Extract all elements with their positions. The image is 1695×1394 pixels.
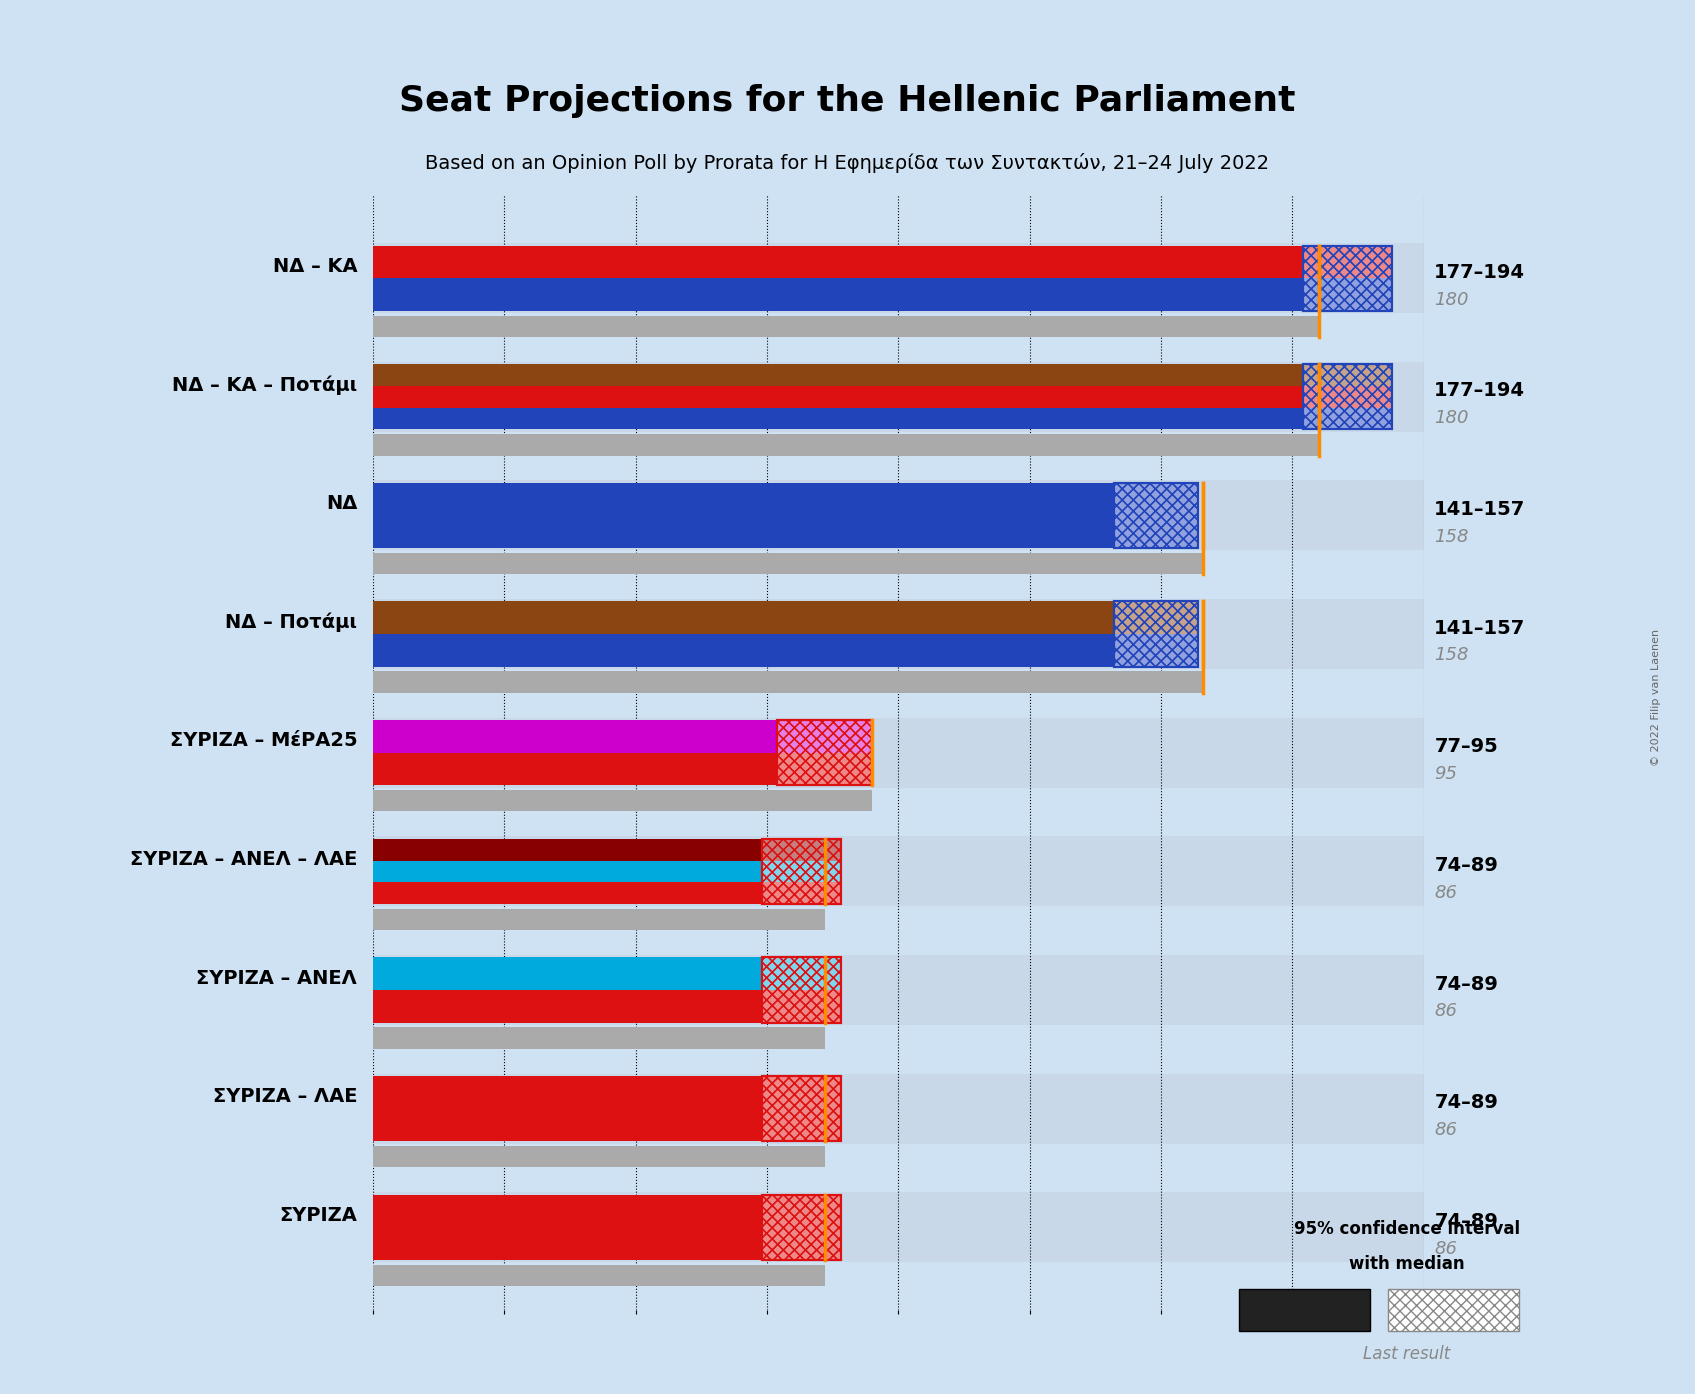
Bar [761, 1195, 841, 1260]
Text: ΣΥΡΙΖΑ – ΑΝΕΛ: ΣΥΡΙΖΑ – ΑΝΕΛ [197, 969, 358, 988]
Bar [373, 790, 871, 811]
Text: ΣΥΡΙΖΑ: ΣΥΡΙΖΑ [280, 1206, 358, 1225]
Bar [373, 836, 1424, 906]
Bar [778, 721, 871, 785]
Bar [1303, 364, 1392, 429]
Bar [373, 753, 871, 785]
Bar [373, 721, 871, 753]
Bar [778, 721, 871, 785]
Bar [373, 634, 1198, 666]
Bar [373, 481, 1424, 551]
Text: 95% confidence interval: 95% confidence interval [1293, 1220, 1520, 1238]
Text: 86: 86 [1434, 1121, 1458, 1139]
Bar [373, 364, 1392, 386]
Bar [761, 1076, 841, 1142]
Bar [373, 718, 1424, 788]
Bar [373, 279, 1392, 311]
Text: 77–95: 77–95 [1434, 737, 1498, 757]
Text: © 2022 Filip van Laenen: © 2022 Filip van Laenen [1651, 629, 1661, 765]
Bar [373, 909, 825, 930]
Text: 177–194: 177–194 [1434, 382, 1526, 400]
Bar [373, 839, 841, 860]
Text: Seat Projections for the Hellenic Parliament: Seat Projections for the Hellenic Parlia… [400, 84, 1295, 117]
Bar [1114, 482, 1198, 548]
Bar [373, 362, 1424, 432]
Text: 74–89: 74–89 [1434, 1093, 1498, 1112]
Bar [373, 553, 1203, 574]
Bar [373, 599, 1424, 669]
Bar [373, 1073, 1424, 1143]
Bar [1114, 601, 1198, 666]
Bar [373, 407, 1392, 429]
Text: with median: with median [1349, 1255, 1464, 1273]
Text: 141–157: 141–157 [1434, 500, 1526, 519]
Text: 95: 95 [1434, 765, 1458, 783]
Bar [1114, 482, 1198, 548]
Bar [373, 601, 1198, 634]
Bar [373, 958, 841, 990]
Text: ΣΥΡΙΖΑ – ΛΑΕ: ΣΥΡΙΖΑ – ΛΑΕ [212, 1087, 358, 1107]
Text: 74–89: 74–89 [1434, 974, 1498, 994]
Bar [1303, 364, 1392, 429]
Bar [373, 672, 1203, 693]
Text: 86: 86 [1434, 1239, 1458, 1257]
Bar [373, 882, 841, 905]
Bar [761, 958, 841, 1023]
Bar [1114, 601, 1198, 666]
Text: 180: 180 [1434, 410, 1470, 427]
Text: ΝΔ – Ποτάμι: ΝΔ – Ποτάμι [225, 612, 358, 631]
Bar [373, 1076, 841, 1142]
Bar [761, 1076, 841, 1142]
Text: 74–89: 74–89 [1434, 1211, 1498, 1231]
Text: ΝΔ – ΚΑ: ΝΔ – ΚΑ [273, 256, 358, 276]
Bar [373, 1146, 825, 1167]
Bar [761, 1195, 841, 1260]
Bar [1303, 245, 1392, 311]
Text: ΝΔ – ΚΑ – Ποτάμι: ΝΔ – ΚΑ – Ποτάμι [171, 375, 358, 395]
Bar [373, 482, 1198, 548]
Bar [1239, 1289, 1370, 1331]
Bar [761, 839, 841, 905]
Text: 177–194: 177–194 [1434, 263, 1526, 282]
Text: 86: 86 [1434, 884, 1458, 902]
Text: ΝΔ: ΝΔ [325, 493, 358, 513]
Bar [373, 1192, 1424, 1263]
Bar [761, 958, 841, 1023]
Bar [1388, 1289, 1519, 1331]
Bar [761, 1076, 841, 1142]
Bar [373, 386, 1392, 407]
Text: 158: 158 [1434, 647, 1470, 665]
Bar [373, 955, 1424, 1025]
Bar [373, 434, 1319, 456]
Bar [373, 1027, 825, 1048]
Bar [761, 958, 841, 1023]
Text: 86: 86 [1434, 1002, 1458, 1020]
Bar [761, 839, 841, 905]
Text: 74–89: 74–89 [1434, 856, 1498, 875]
Bar [373, 243, 1424, 314]
Bar [1114, 482, 1198, 548]
Text: Last result: Last result [1363, 1345, 1451, 1363]
Bar [373, 1264, 825, 1287]
Bar [373, 860, 841, 882]
Bar [761, 839, 841, 905]
Bar [1114, 601, 1198, 666]
Bar [373, 315, 1319, 337]
Bar [373, 990, 841, 1023]
Text: Based on an Opinion Poll by Prorata for Η Εφημερίδα των Συντακτών, 21–24 July 20: Based on an Opinion Poll by Prorata for … [425, 153, 1270, 173]
Bar [778, 721, 871, 785]
Bar [373, 245, 1392, 279]
Bar [1303, 245, 1392, 311]
Bar [761, 1195, 841, 1260]
Bar [1303, 364, 1392, 429]
Bar [1303, 245, 1392, 311]
Text: 141–157: 141–157 [1434, 619, 1526, 637]
Text: ΣΥΡΙΖΑ – ΑΝΕΛ – ΛΑΕ: ΣΥΡΙΖΑ – ΑΝΕΛ – ΛΑΕ [131, 850, 358, 868]
Bar [373, 1195, 841, 1260]
Text: 180: 180 [1434, 290, 1470, 308]
Text: ΣΥΡΙΖΑ – ΜέΡΑ25: ΣΥΡΙΖΑ – ΜέΡΑ25 [170, 732, 358, 750]
Text: 158: 158 [1434, 528, 1470, 546]
